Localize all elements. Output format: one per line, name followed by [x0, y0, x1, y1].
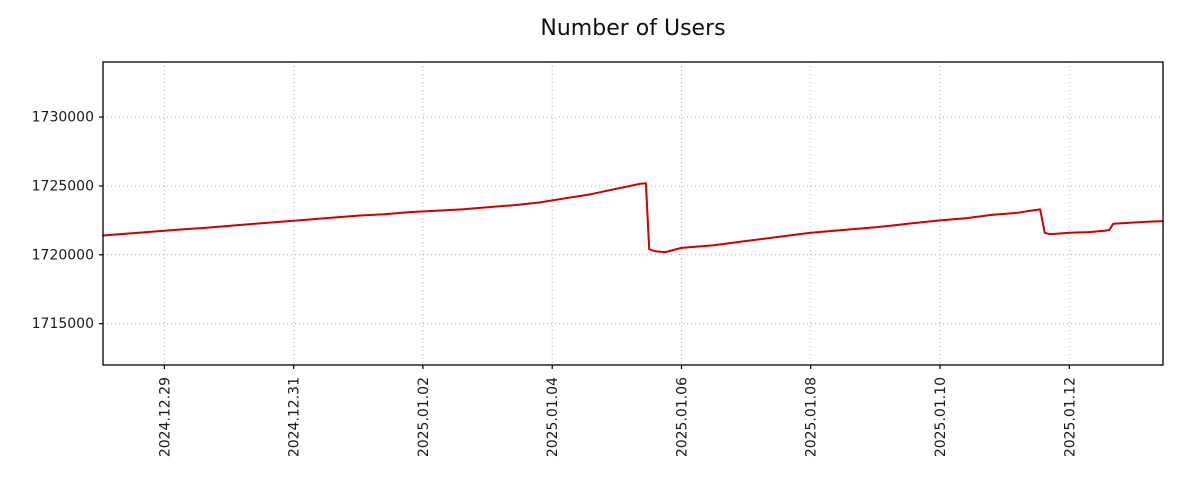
y-tick-label: 1725000 [32, 179, 94, 195]
series-line [102, 182, 1164, 254]
x-tick-label: 2025.01.04 [545, 377, 561, 457]
y-tick-label: 1730000 [32, 110, 94, 126]
x-tick-label: 2025.01.12 [1062, 377, 1078, 457]
y-tick-label: 1715000 [32, 316, 94, 332]
x-tick-label: 2024.12.31 [287, 377, 303, 457]
x-tick-label: 2025.01.06 [675, 377, 691, 457]
x-tick-label: 2025.01.02 [416, 377, 432, 457]
x-tick-label: 2024.12.29 [157, 377, 173, 457]
x-tick-label: 2025.01.10 [933, 377, 949, 457]
x-tick-label: 2025.01.08 [804, 377, 820, 457]
y-tick-label: 1720000 [32, 247, 94, 263]
plot-frame [102, 61, 1164, 366]
chart-title: Number of Users [540, 16, 726, 41]
